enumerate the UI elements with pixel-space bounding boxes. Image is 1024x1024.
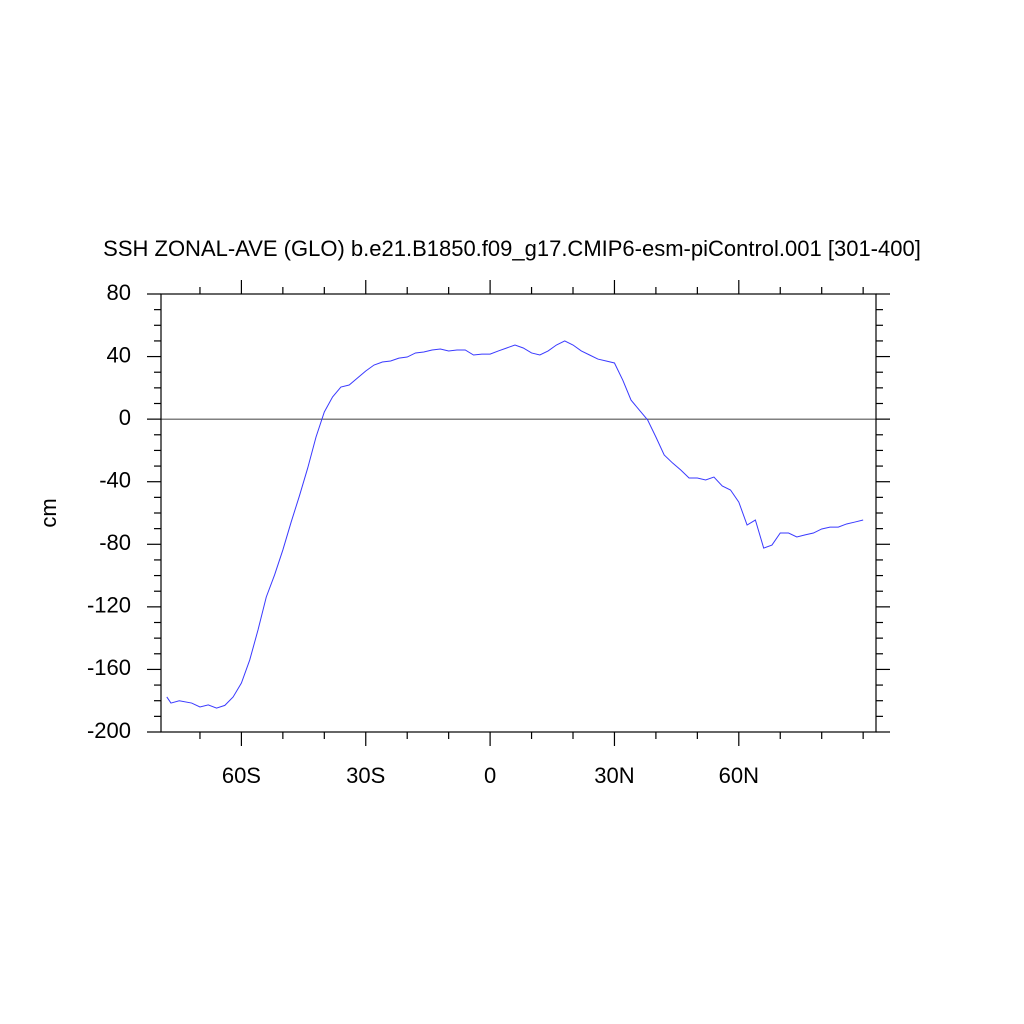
x-tick-label: 60N (719, 763, 759, 788)
y-tick-label: -80 (99, 530, 131, 555)
chart-title: SSH ZONAL-AVE (GLO) b.e21.B1850.f09_g17.… (103, 236, 921, 261)
data-line (166, 340, 864, 709)
x-tick-label: 30N (594, 763, 634, 788)
y-tick-label: -120 (87, 593, 131, 618)
y-tick-label: -200 (87, 718, 131, 743)
x-tick-label: 0 (484, 763, 496, 788)
y-tick-label: 0 (119, 405, 131, 430)
x-tick-label: 60S (222, 763, 261, 788)
x-tick-label: 30S (346, 763, 385, 788)
y-tick-label: 40 (107, 342, 131, 367)
y-axis-label: cm (36, 498, 61, 527)
y-tick-label: 80 (107, 280, 131, 305)
y-tick-label: -160 (87, 655, 131, 680)
y-tick-label: -40 (99, 468, 131, 493)
plot-frame (160, 293, 877, 733)
